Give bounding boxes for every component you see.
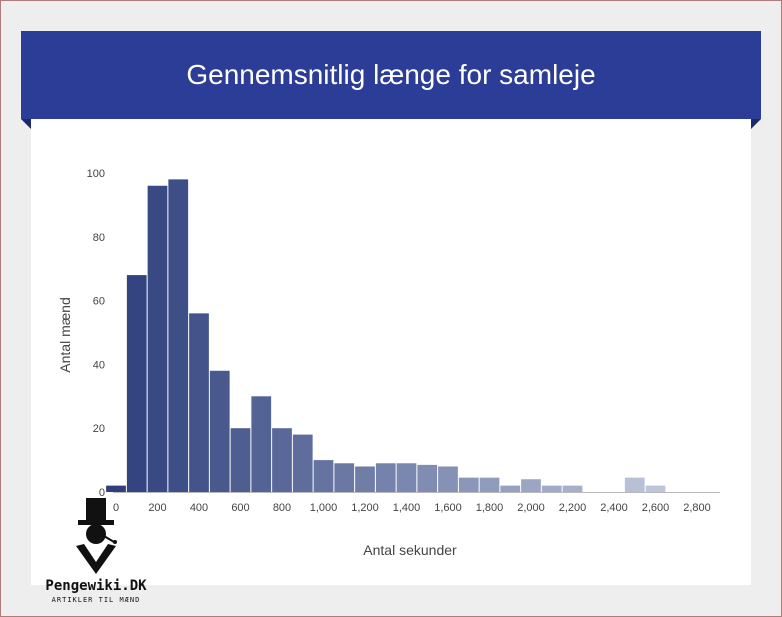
histogram-bar bbox=[500, 485, 521, 492]
histogram-bar bbox=[541, 485, 562, 492]
bars-group bbox=[106, 179, 666, 492]
histogram-bar bbox=[106, 485, 126, 492]
title-ribbon bbox=[21, 31, 761, 119]
histogram-bar bbox=[355, 466, 375, 492]
x-tick-label: 2,400 bbox=[600, 502, 628, 514]
histogram-bar bbox=[272, 428, 292, 492]
x-tick-label: 200 bbox=[148, 502, 166, 514]
histogram-bar bbox=[396, 463, 417, 492]
x-tick-label: 2,000 bbox=[517, 502, 545, 514]
histogram-bar bbox=[189, 313, 209, 492]
x-tick-label: 800 bbox=[273, 502, 291, 514]
histogram-bar bbox=[313, 460, 334, 492]
ribbon-fold-right bbox=[751, 119, 761, 129]
x-tick-label: 1,400 bbox=[393, 502, 421, 514]
histogram-bar bbox=[624, 477, 645, 492]
x-tick-label: 600 bbox=[231, 502, 249, 514]
histogram-bar bbox=[251, 396, 272, 492]
page-title: Gennemsnitlig længe for samleje bbox=[186, 59, 596, 90]
histogram-bar bbox=[126, 275, 147, 492]
histogram-bar bbox=[230, 428, 251, 492]
x-tick-label: 2,600 bbox=[642, 502, 670, 514]
x-tick-label: 400 bbox=[190, 502, 208, 514]
x-tick-label: 1,600 bbox=[434, 502, 462, 514]
histogram-bar bbox=[479, 477, 500, 492]
x-tick-label: 1,800 bbox=[476, 502, 504, 514]
y-tick-label: 80 bbox=[93, 232, 105, 244]
x-tick-label: 2,800 bbox=[683, 502, 711, 514]
y-tick-label: 40 bbox=[93, 359, 105, 371]
histogram-bar bbox=[417, 464, 438, 492]
x-tick-labels: 0 200 400 600 800 1,000 1,200 1,400 1,600 1,800 2,… bbox=[113, 502, 711, 514]
x-axis-label: Antal sekunder bbox=[363, 542, 457, 558]
x-tick-label: 1,200 bbox=[351, 502, 379, 514]
histogram-bar bbox=[168, 179, 189, 492]
histogram-bar bbox=[521, 479, 541, 492]
y-tick-label: 100 bbox=[87, 168, 105, 180]
y-tick-label: 20 bbox=[93, 423, 105, 435]
histogram-bar bbox=[645, 485, 666, 492]
x-tick-label: 0 bbox=[113, 502, 119, 514]
y-axis-label: Antal mænd bbox=[57, 297, 73, 372]
y-tick-label: 60 bbox=[93, 296, 105, 308]
histogram-bar bbox=[562, 485, 583, 492]
histogram-bar bbox=[458, 477, 479, 492]
histogram-bar bbox=[334, 463, 355, 492]
x-tick-label: 1,000 bbox=[310, 502, 338, 514]
histogram-bar bbox=[209, 370, 230, 492]
histogram-bar bbox=[147, 185, 168, 492]
histogram-bar bbox=[438, 466, 458, 492]
logo-name: Pengewiki.DK bbox=[45, 578, 147, 594]
histogram-bar bbox=[375, 463, 396, 492]
y-tick-labels: 0 20 40 60 80 100 bbox=[87, 168, 105, 499]
ribbon-fold-left bbox=[21, 119, 31, 129]
x-tick-label: 2,200 bbox=[559, 502, 587, 514]
histogram-bar bbox=[292, 434, 313, 492]
y-tick-label: 0 bbox=[99, 487, 105, 499]
logo-tagline: ARTIKLER TIL MÆND bbox=[51, 596, 141, 604]
pengewiki-logo-icon bbox=[76, 498, 117, 574]
